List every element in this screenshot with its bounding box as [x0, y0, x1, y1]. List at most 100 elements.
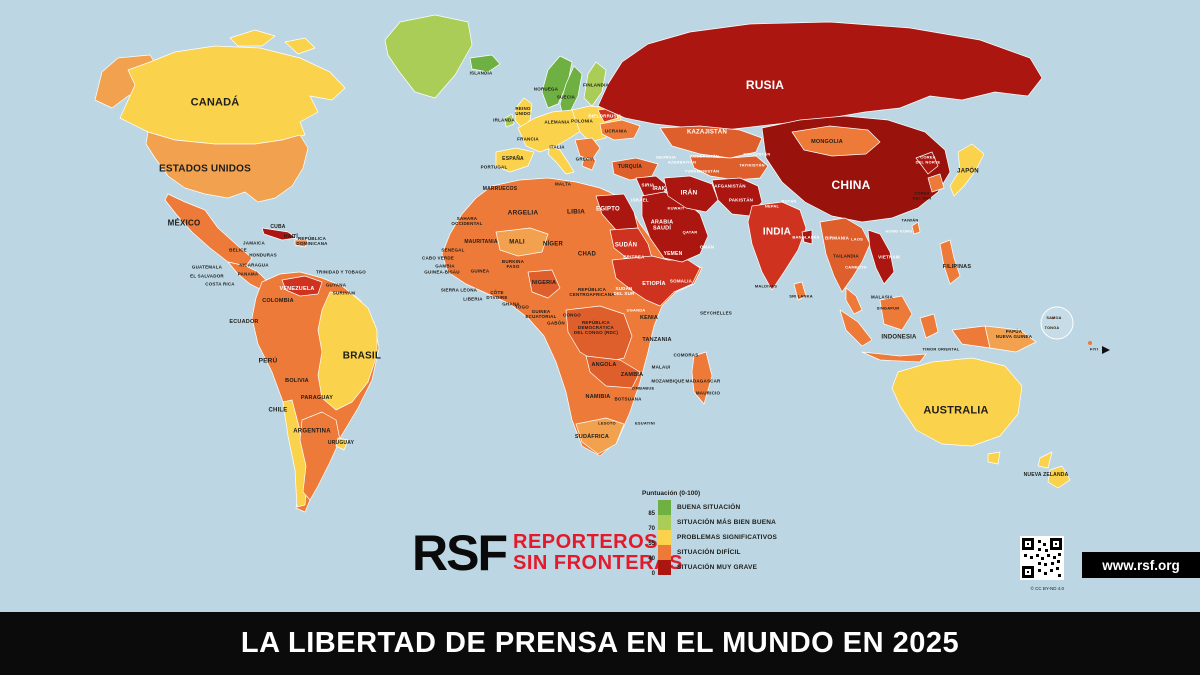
rsf-logo-line2: SIN FRONTERAS — [513, 552, 683, 574]
country-label: GABÓN — [547, 320, 565, 326]
country-label: NICARAGUA — [239, 262, 269, 268]
country-label: MONGOLIA — [811, 138, 843, 145]
legend-label: PROBLEMAS SIGNIFICATIVOS — [677, 534, 778, 541]
region-vietnam — [867, 229, 895, 285]
region-sulawesi — [919, 313, 939, 339]
legend-label: BUENA SITUACIÓN — [677, 504, 741, 511]
country-label: CANADÁ — [190, 96, 240, 109]
country-label: AUSTRALIA — [923, 404, 989, 417]
country-label: QATAR — [682, 229, 698, 235]
region-uk — [514, 97, 533, 129]
country-label: GUATEMALA — [191, 264, 223, 270]
country-label: CÔTE D'IVOIRE — [486, 289, 508, 300]
country-label: MARRUECOS — [482, 186, 518, 193]
region-greece — [581, 157, 597, 171]
region-fiji — [1088, 341, 1092, 345]
country-label: NÍGER — [542, 241, 564, 248]
region-venezuela — [281, 275, 323, 297]
rsf-url-link[interactable]: www.rsf.org — [1082, 552, 1200, 578]
country-label: ISRAEL — [631, 197, 649, 203]
country-label: SUECIA — [556, 94, 576, 100]
region-australia — [891, 357, 1023, 447]
country-label: EGIPTO — [596, 206, 620, 213]
country-label: ANGOLA — [591, 361, 617, 368]
region-india — [747, 201, 807, 291]
region-sri-lanka — [793, 281, 807, 301]
country-label: AFGANISTÁN — [714, 183, 746, 189]
country-label: IRLANDA — [493, 117, 515, 123]
region-horn-of-africa — [611, 255, 701, 307]
legend-tick: 70 — [648, 526, 655, 532]
rsf-logo: RSF REPORTEROS SIN FRONTERAS — [412, 528, 683, 578]
region-mongolia — [791, 125, 881, 157]
country-label: BRASIL — [342, 350, 382, 362]
region-samoa — [1051, 316, 1055, 320]
country-label: LIBIA — [567, 208, 585, 216]
legend-title: Puntuación (0-100) — [642, 490, 701, 497]
country-label: KIRGUISTÁN — [743, 151, 771, 157]
country-label: SURINAM — [332, 290, 356, 296]
world-map — [94, 14, 1110, 513]
page-title: LA LIBERTAD DE PRENSA EN EL MUNDO EN 202… — [240, 627, 960, 659]
country-label: CABO VERDE — [421, 255, 455, 261]
region-south-africa — [575, 417, 625, 455]
region-borneo — [879, 295, 913, 331]
legend-swatch — [658, 545, 671, 560]
rsf-logo-mark: RSF — [412, 525, 508, 581]
country-label: FIYI — [1089, 346, 1099, 352]
country-label: UZBEKISTÁN — [691, 153, 719, 159]
country-label: YEMEN — [663, 251, 683, 258]
country-label: IRÁN — [680, 189, 698, 197]
country-label: BUTÁN — [781, 198, 797, 204]
country-label: MALAUI — [651, 364, 671, 370]
country-label: MAURITANIA — [464, 239, 498, 246]
region-sahel-mali — [495, 227, 549, 257]
region-canada-arctic-1 — [229, 29, 276, 47]
country-label: BELICE — [229, 247, 247, 253]
region-nigeria — [527, 269, 561, 299]
country-label: BIELORRUSIA — [588, 113, 622, 119]
legend: Puntuación (0-100) 85 70 55 40 0 BUENA SITUA… — [642, 490, 778, 577]
country-label: ESTADOS UNIDOS — [158, 163, 252, 175]
legend-tick: 55 — [648, 541, 655, 547]
country-label: RUSIA — [745, 78, 785, 93]
region-north-korea — [915, 151, 939, 175]
country-label: TRINIDAD Y TOBAGO — [316, 269, 366, 275]
country-label: NUEVA ZELANDA — [1023, 472, 1069, 479]
country-label: SUDÁN — [614, 242, 638, 249]
region-taiwan — [911, 221, 921, 235]
country-label: MALTA — [554, 181, 572, 187]
region-mainland-se-asia — [819, 217, 871, 293]
region-kazakhstan — [659, 125, 763, 159]
country-label: SOMALIA — [669, 278, 693, 284]
country-label: PANAMÁ — [237, 271, 259, 277]
country-label: MALDIVAS — [754, 283, 778, 289]
country-label: COLOMBIA — [262, 297, 294, 304]
country-label: SEYCHELLES — [699, 310, 733, 316]
country-label: PORTUGAL — [480, 164, 508, 170]
country-label: UCRANIA — [604, 128, 628, 134]
country-label: ZAMBIA — [620, 371, 644, 378]
legend-swatch — [658, 560, 671, 575]
country-label: ETIOPÍA — [642, 280, 666, 287]
country-label: TOGO — [515, 304, 529, 310]
title-bar: LA LIBERTAD DE PRENSA EN EL MUNDO EN 202… — [0, 612, 1200, 675]
country-label: VENEZUELA — [279, 285, 315, 292]
region-philippines — [939, 239, 961, 285]
country-label: TURQUÍA — [617, 164, 643, 171]
country-label: CHILE — [268, 407, 288, 414]
region-italy — [547, 145, 575, 175]
country-label: VIETNAM — [878, 254, 900, 260]
region-tonga — [1049, 326, 1053, 330]
country-label: PERÚ — [258, 357, 278, 365]
legend-label: SITUACIÓN MUY GRAVE — [677, 564, 758, 571]
country-label: CHAD — [577, 251, 597, 258]
legend-tick: 85 — [648, 511, 655, 517]
country-label: NEPAL — [764, 203, 780, 209]
country-label: PAKISTÁN — [728, 197, 754, 203]
country-label: EL SALVADOR — [190, 273, 224, 279]
country-label: REPÚBLICA CENTROAFRICANA — [569, 286, 615, 297]
country-label: TAIWÁN — [901, 217, 919, 223]
country-label: OMÁN — [699, 244, 715, 250]
region-bangladesh — [801, 229, 813, 245]
